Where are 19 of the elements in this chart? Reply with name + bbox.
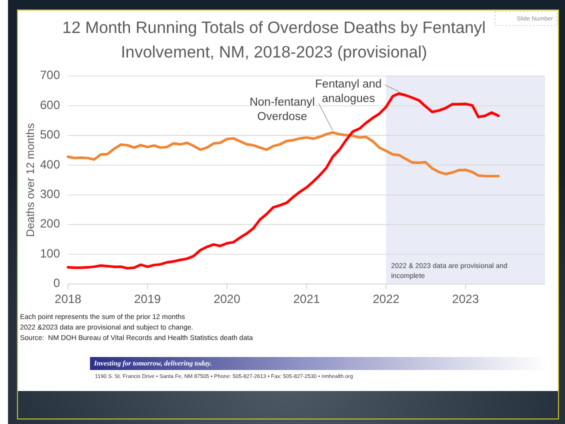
x-tick-label: 2023 xyxy=(452,292,480,306)
y-tick-label: 300 xyxy=(40,187,60,202)
line-series xyxy=(66,131,500,178)
y-tick-label: 200 xyxy=(40,216,60,231)
x-tick-label: 2018 xyxy=(54,292,82,306)
y-axis-title: Deaths over 12 months xyxy=(24,122,37,237)
y-tick-label: 700 xyxy=(40,68,60,82)
y-tick-label: 400 xyxy=(40,157,60,172)
y-tick-label: 0 xyxy=(53,276,60,290)
series-label: Non-fentanyl Overdose xyxy=(250,96,315,124)
y-tick-label: 100 xyxy=(40,246,60,260)
series-label: Fentanyl and analogues xyxy=(315,78,382,105)
x-tick-label: 2021 xyxy=(293,292,320,306)
x-tick-label: 2022 xyxy=(372,292,400,306)
chart-title: 12 Month Running Totals of Overdose Deaths by Fentanyl Involvement, NM, 2018-2023 (provisional) xyxy=(62,19,486,62)
y-tick-label: 500 xyxy=(40,128,60,142)
x-tick-label: 2020 xyxy=(214,292,241,306)
y-tick-label: 600 xyxy=(40,98,60,112)
x-tick-label: 2019 xyxy=(134,292,162,306)
